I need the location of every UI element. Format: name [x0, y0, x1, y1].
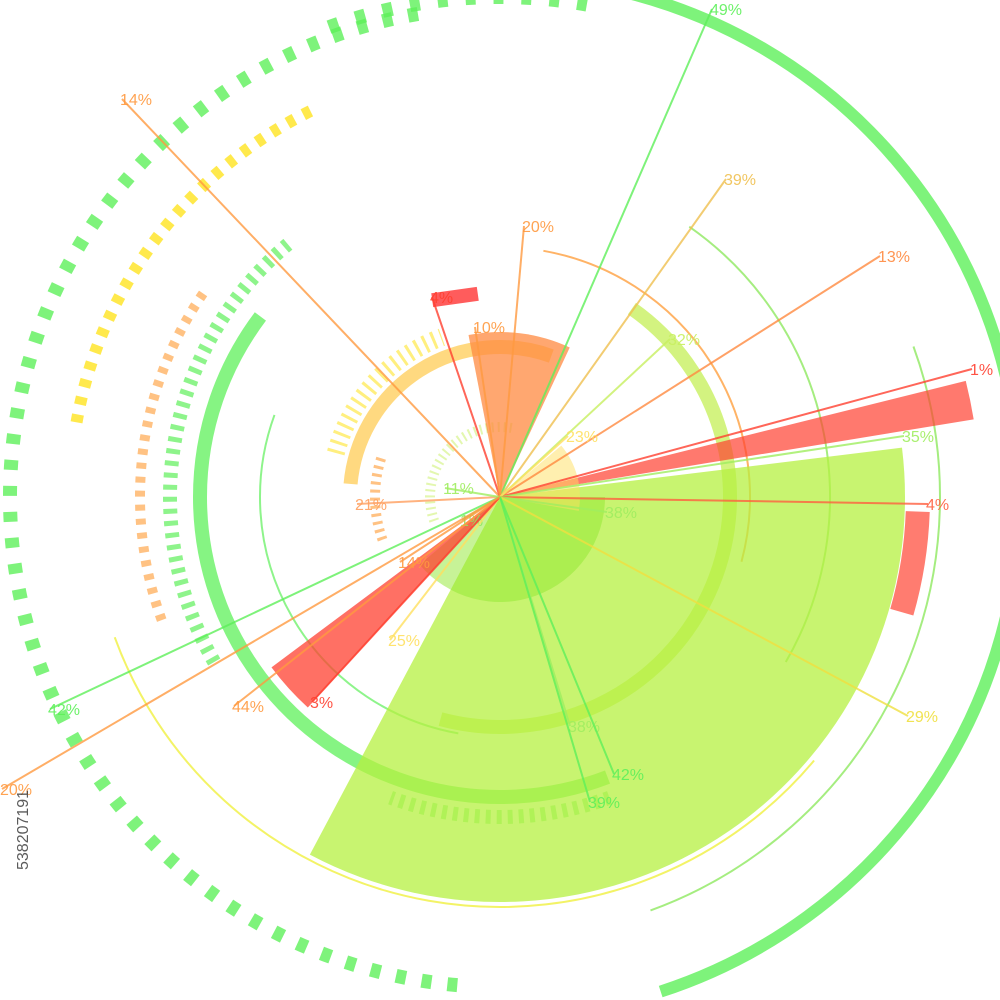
percent-label: 38% — [568, 719, 600, 736]
ring-arc — [890, 511, 930, 616]
percent-label: 49% — [710, 2, 742, 19]
wedge — [500, 380, 974, 497]
percent-label: 38% — [605, 505, 637, 522]
percent-label: 23% — [566, 429, 598, 446]
leader-line — [499, 496, 929, 505]
leader-line — [499, 496, 909, 717]
ring-arc — [370, 452, 388, 542]
percent-label: 10% — [473, 320, 505, 337]
leader-line — [499, 368, 973, 498]
leader-line — [49, 496, 501, 710]
percent-label: 39% — [588, 795, 620, 812]
ring-arc — [630, 0, 1000, 998]
leader-line — [474, 326, 501, 498]
leader-line — [499, 8, 713, 498]
leader-line — [233, 496, 501, 707]
percent-label: 14% — [120, 92, 152, 109]
percent-label: 20% — [522, 219, 554, 236]
ring-arc — [70, 101, 321, 424]
percent-label: 4% — [430, 290, 453, 307]
leader-line — [499, 255, 881, 498]
ring-arc — [326, 0, 588, 34]
leader-line — [356, 496, 501, 505]
percent-label: 32% — [668, 332, 700, 349]
ring-arc — [113, 636, 815, 908]
percent-label: 13% — [878, 249, 910, 266]
wedge — [309, 447, 906, 902]
leader-line — [431, 296, 501, 498]
percent-label: 42% — [48, 702, 80, 719]
percent-label: 4% — [926, 497, 949, 514]
percent-label: 11% — [443, 481, 474, 498]
percent-label: 3% — [310, 695, 333, 712]
percent-label: 1% — [970, 362, 993, 379]
percent-label: 20% — [0, 782, 32, 799]
bar — [431, 286, 479, 308]
ring-arc — [163, 238, 293, 666]
ring-arc — [650, 346, 941, 912]
ring-arc — [135, 287, 210, 622]
percent-label: 42% — [612, 767, 644, 784]
leader-line — [121, 98, 501, 498]
leader-line — [499, 435, 569, 498]
percent-label: 25% — [388, 633, 420, 650]
leader-line — [1, 496, 501, 790]
watermark: 538207191 — [15, 790, 32, 870]
leader-line — [499, 435, 905, 498]
percent-label: 21% — [355, 497, 387, 514]
percent-label: 35% — [902, 429, 934, 446]
wedge — [271, 497, 500, 708]
leader-line — [389, 496, 501, 641]
percent-label: 29% — [906, 709, 938, 726]
ring-arc — [3, 4, 458, 993]
leader-line — [499, 225, 525, 498]
leader-line — [444, 487, 501, 498]
leader-line — [499, 496, 591, 803]
leader-line — [499, 178, 727, 498]
percent-label: 39% — [724, 172, 756, 189]
leader-line — [311, 496, 501, 703]
wedge — [419, 497, 605, 603]
leader-line — [499, 496, 615, 775]
ring-arc — [327, 328, 446, 456]
percent-label: 44% — [232, 699, 264, 716]
leader-line — [499, 496, 608, 513]
